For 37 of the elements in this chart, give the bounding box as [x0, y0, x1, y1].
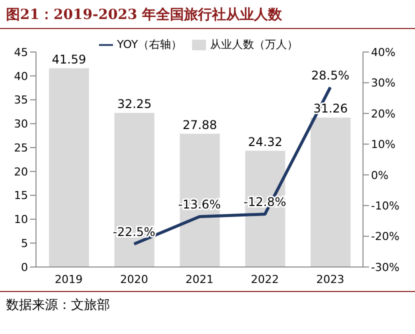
y-tick-label: 30 — [14, 118, 28, 131]
y2-tick-label: -30% — [371, 260, 400, 274]
y-tick-label: 35 — [14, 94, 28, 107]
y2-tick-label: -20% — [371, 230, 400, 244]
y2-tick-label: 40% — [371, 46, 396, 59]
bar — [49, 68, 89, 267]
data-label: -22.5% — [112, 224, 156, 239]
data-label: 28.5% — [311, 68, 350, 82]
data-label: 41.59 — [52, 52, 86, 66]
y-tick-label: 20 — [14, 165, 28, 178]
y-tick-label: 40 — [14, 70, 28, 83]
y-tick-label: 15 — [14, 189, 28, 202]
x-tick-label: 2020 — [120, 272, 148, 286]
legend-label: YOY（右轴） — [117, 38, 182, 51]
bar — [310, 118, 351, 267]
data-label: 27.88 — [182, 118, 217, 132]
x-tick-label: 2023 — [316, 272, 344, 286]
y-tick-label: 5 — [21, 237, 28, 250]
data-label: 24.32 — [248, 134, 282, 149]
y2-tick-label: -10% — [371, 199, 400, 212]
chart-title: 图21：2019-2023 年全国旅行社从业人数 — [0, 0, 415, 29]
x-tick-label: 2022 — [250, 272, 279, 286]
legend-label: 从业人数（万人） — [210, 38, 298, 51]
y-tick-label: 45 — [14, 46, 28, 59]
y-tick-label: 0 — [21, 260, 28, 274]
x-tick-label: 2021 — [186, 272, 214, 286]
y2-tick-label: 10% — [371, 138, 396, 152]
y2-tick-label: 20% — [371, 107, 396, 120]
x-tick-label: 2019 — [54, 272, 83, 286]
data-label: -13.6% — [178, 198, 221, 212]
data-label: 32.25 — [117, 96, 152, 111]
y-tick-label: 10 — [14, 213, 28, 226]
y-tick-label: 25 — [14, 141, 28, 154]
source-note: 数据来源：文旅部 — [0, 291, 415, 318]
bar — [114, 112, 154, 267]
y2-tick-label: 30% — [371, 76, 396, 90]
y2-tick-label: 0% — [371, 168, 388, 182]
